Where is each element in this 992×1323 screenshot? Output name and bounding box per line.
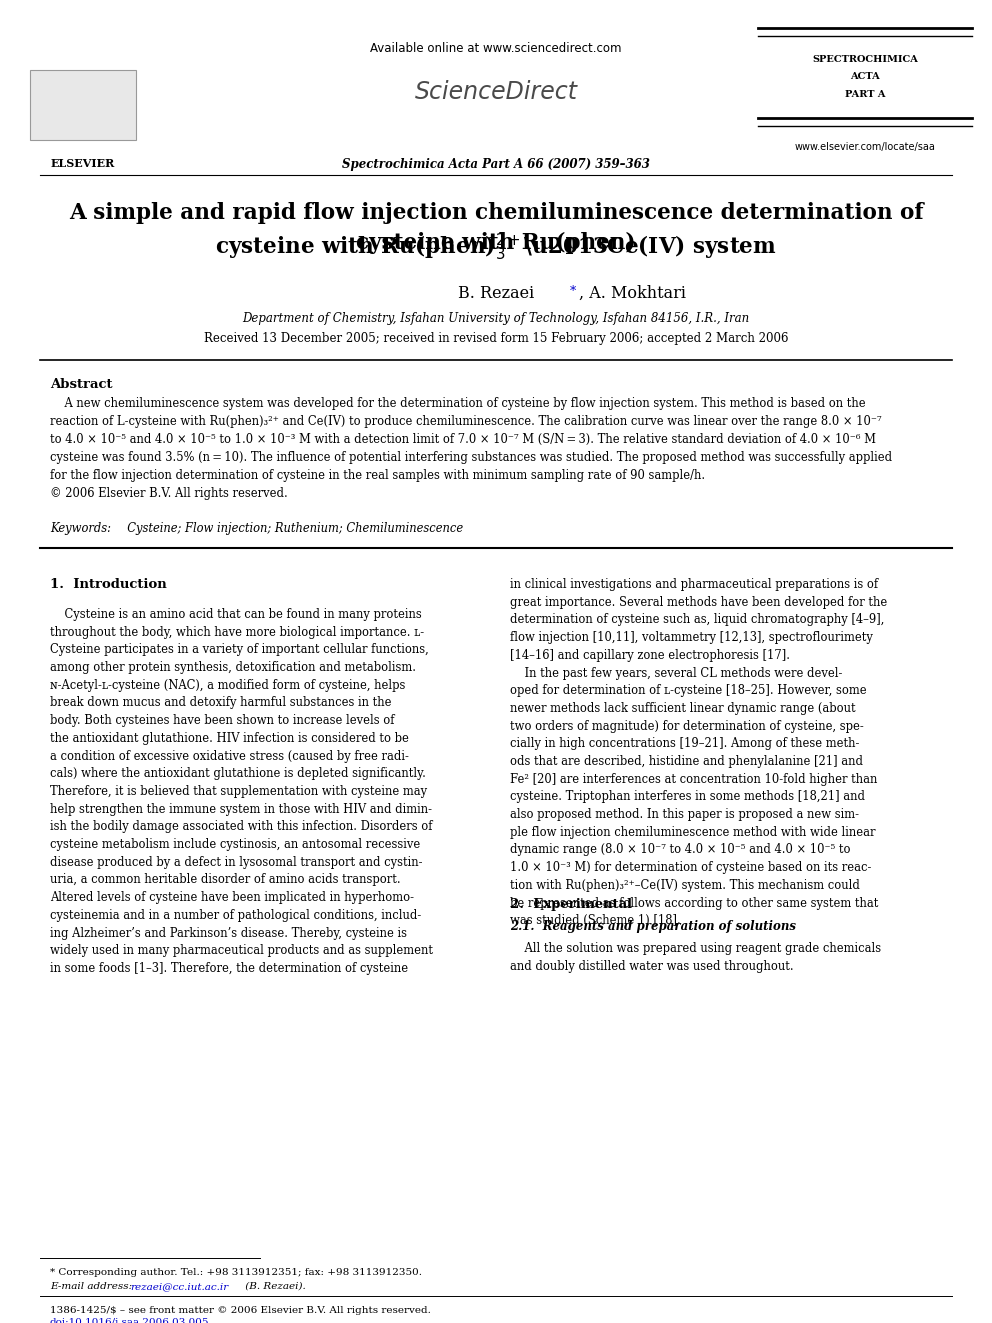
Text: Spectrochimica Acta Part A 66 (2007) 359–363: Spectrochimica Acta Part A 66 (2007) 359… <box>342 157 650 171</box>
Text: *: * <box>570 284 576 298</box>
Text: rezaei@cc.iut.ac.ir: rezaei@cc.iut.ac.ir <box>130 1282 228 1291</box>
Text: Department of Chemistry, Isfahan University of Technology, Isfahan 84156, I.R., : Department of Chemistry, Isfahan Univers… <box>242 312 750 325</box>
Text: ELSEVIER: ELSEVIER <box>51 157 115 169</box>
Text: Cysteine is an amino acid that can be found in many proteins
throughout the body: Cysteine is an amino acid that can be fo… <box>50 609 433 975</box>
Text: Abstract: Abstract <box>50 378 112 392</box>
Text: doi:10.1016/j.saa.2006.03.005: doi:10.1016/j.saa.2006.03.005 <box>50 1318 209 1323</box>
Text: All the solution was prepared using reagent grade chemicals
and doubly distilled: All the solution was prepared using reag… <box>510 942 881 972</box>
Text: 1.  Introduction: 1. Introduction <box>50 578 167 591</box>
Text: cysteine with Ru(phen)$_3^{2+}$\u2013Ce(IV) system: cysteine with Ru(phen)$_3^{2+}$\u2013Ce(… <box>215 232 777 263</box>
Text: Keywords:: Keywords: <box>50 523 111 534</box>
Text: Available online at www.sciencedirect.com: Available online at www.sciencedirect.co… <box>370 42 622 56</box>
FancyBboxPatch shape <box>30 70 136 140</box>
Text: * Corresponding author. Tel.: +98 3113912351; fax: +98 3113912350.: * Corresponding author. Tel.: +98 311391… <box>50 1267 422 1277</box>
Text: Cysteine; Flow injection; Ruthenium; Chemiluminescence: Cysteine; Flow injection; Ruthenium; Che… <box>120 523 463 534</box>
Text: A new chemiluminescence system was developed for the determination of cysteine b: A new chemiluminescence system was devel… <box>50 397 892 500</box>
Text: ScienceDirect: ScienceDirect <box>415 79 577 105</box>
Text: ACTA: ACTA <box>850 71 880 81</box>
Text: Received 13 December 2005; received in revised form 15 February 2006; accepted 2: Received 13 December 2005; received in r… <box>203 332 789 345</box>
Text: A simple and rapid flow injection chemiluminescence determination of: A simple and rapid flow injection chemil… <box>68 202 924 224</box>
Text: 2.1.  Reagents and preparation of solutions: 2.1. Reagents and preparation of solutio… <box>510 919 796 933</box>
Text: E-mail address:: E-mail address: <box>50 1282 135 1291</box>
Text: (B. Rezaei).: (B. Rezaei). <box>242 1282 306 1291</box>
Text: www.elsevier.com/locate/saa: www.elsevier.com/locate/saa <box>795 142 935 152</box>
Text: B. Rezaei: B. Rezaei <box>458 284 534 302</box>
Text: 1386-1425/$ – see front matter © 2006 Elsevier B.V. All rights reserved.: 1386-1425/$ – see front matter © 2006 El… <box>50 1306 431 1315</box>
Text: PART A: PART A <box>845 90 885 99</box>
Text: , A. Mokhtari: , A. Mokhtari <box>579 284 686 302</box>
Text: SPECTROCHIMICA: SPECTROCHIMICA <box>812 56 918 64</box>
Text: 2.  Experimental: 2. Experimental <box>510 898 632 912</box>
Text: cysteine with Ru(phen): cysteine with Ru(phen) <box>356 232 636 254</box>
Text: in clinical investigations and pharmaceutical preparations is of
great importanc: in clinical investigations and pharmaceu… <box>510 578 887 927</box>
